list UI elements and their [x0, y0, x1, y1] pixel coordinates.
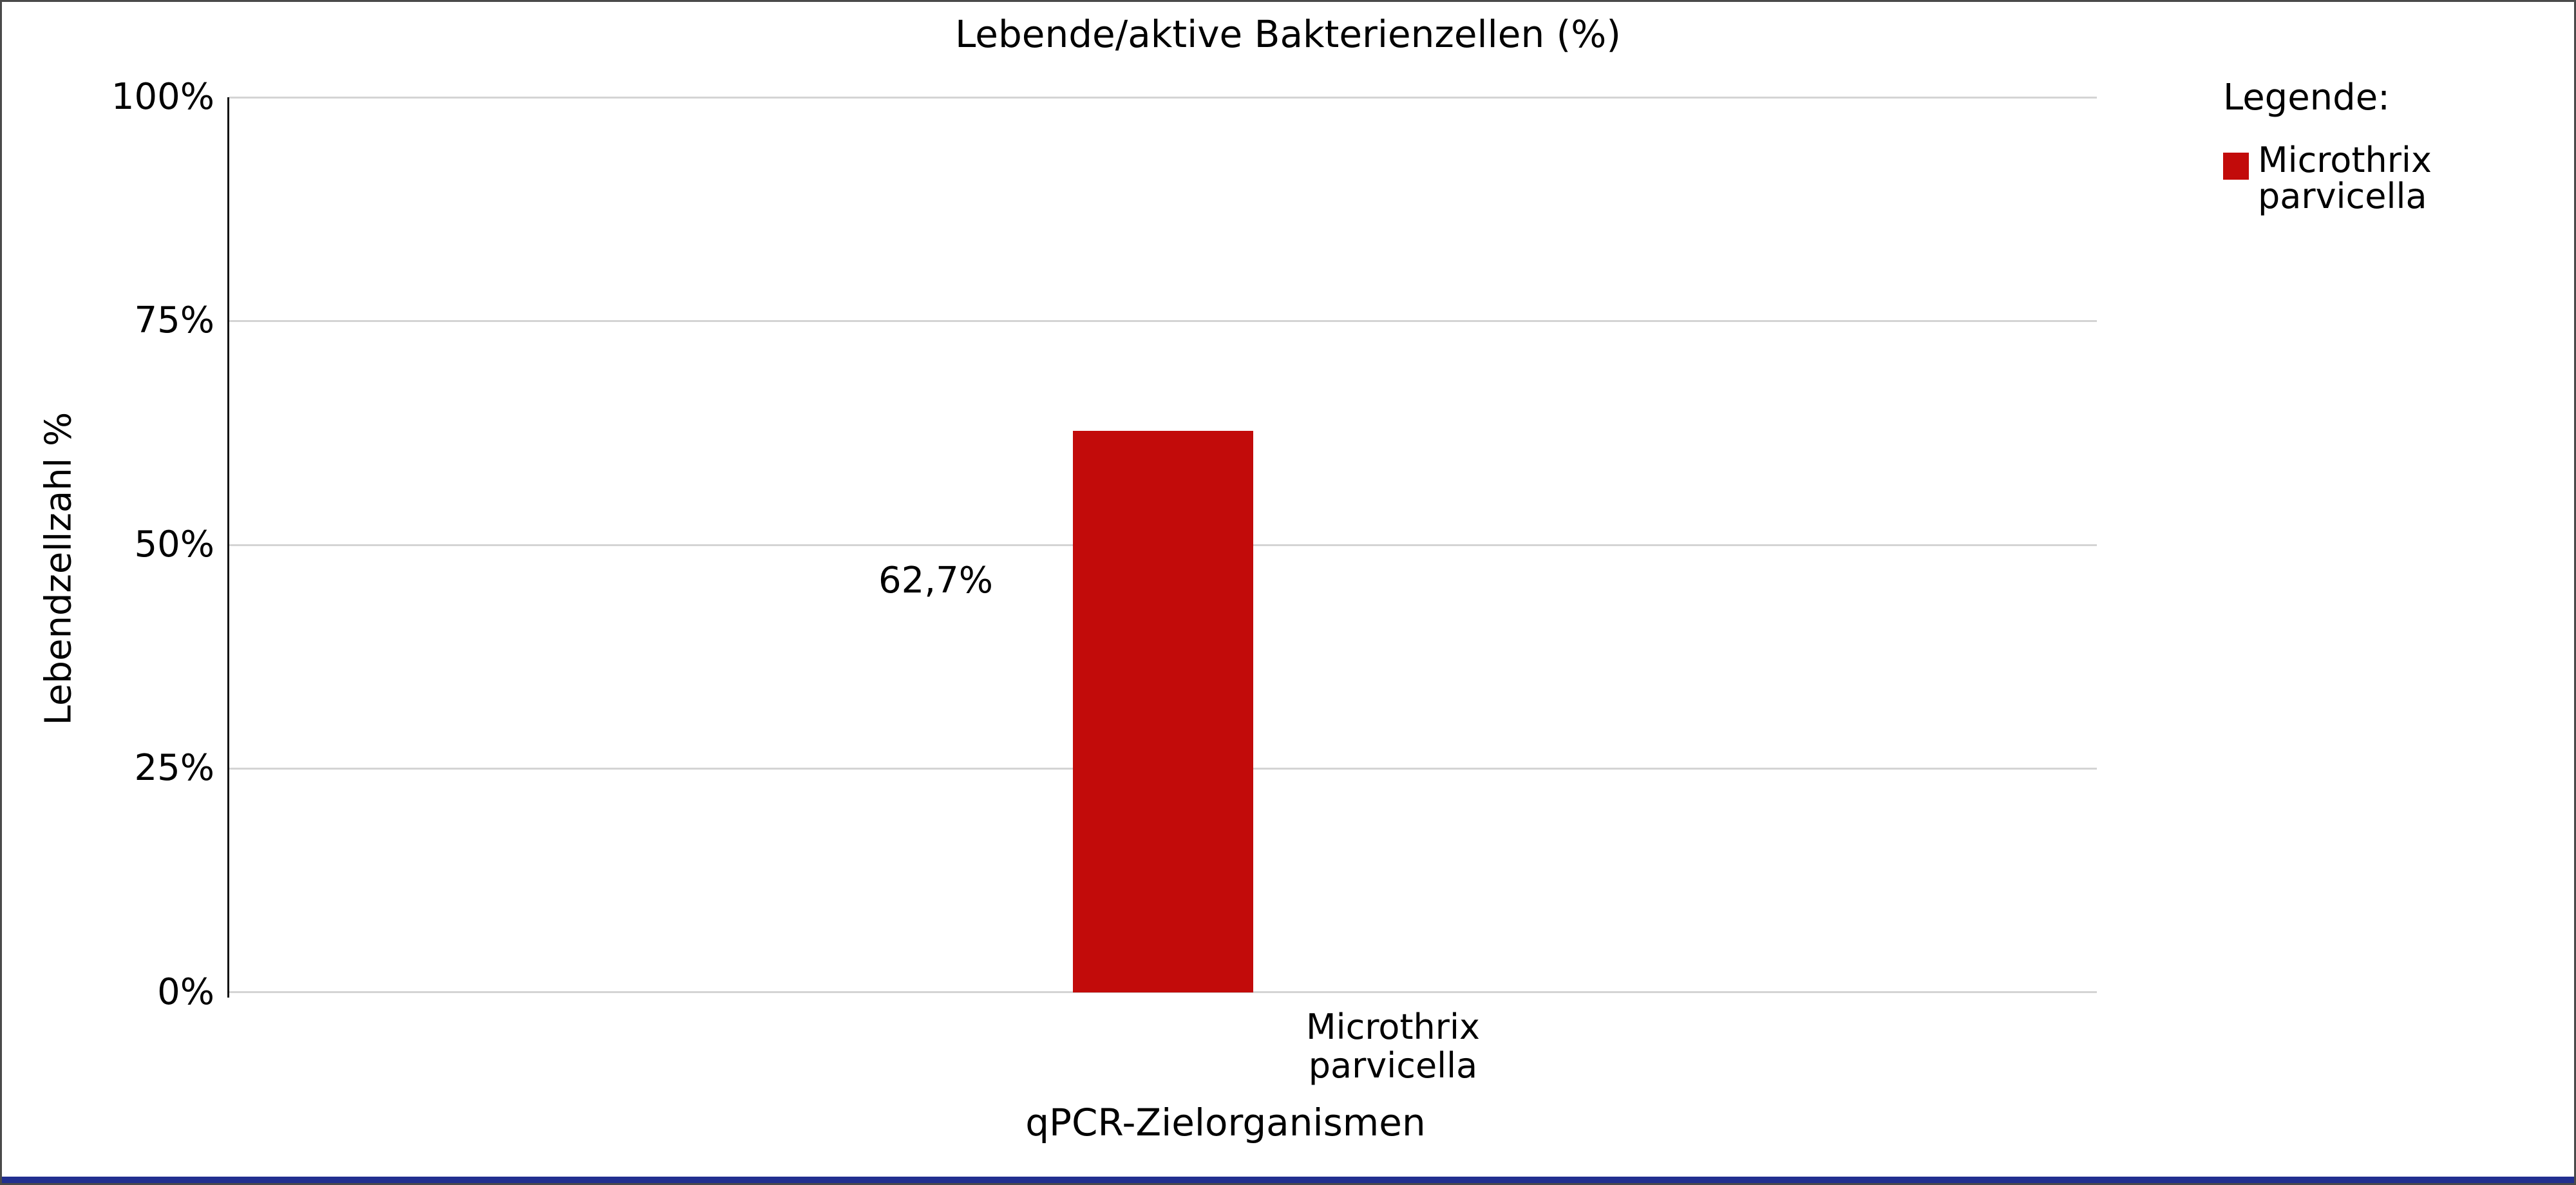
y-tick-100: 100%	[111, 76, 214, 118]
gridline-100	[229, 97, 2097, 99]
x-tick-label: Microthrix parvicella	[1306, 1007, 1480, 1086]
x-axis-title: qPCR-Zielorganismen	[1025, 1101, 1426, 1144]
legend-item: Microthrix parvicella	[2223, 142, 2532, 214]
y-axis-title: Lebendzellzahl %	[37, 412, 80, 726]
bottom-accent-strip	[2, 1177, 2574, 1183]
chart-title: Lebende/aktive Bakterienzellen (%)	[954, 12, 1622, 56]
y-tick-75: 75%	[134, 299, 214, 341]
plot-area	[227, 97, 2097, 998]
y-axis-line	[227, 992, 229, 998]
legend: Legende: Microthrix parvicella	[2223, 78, 2532, 214]
y-tick-25: 25%	[134, 747, 214, 789]
gridline-75	[229, 320, 2097, 322]
y-tick-0: 0%	[157, 971, 214, 1013]
legend-item-label: Microthrix parvicella	[2258, 140, 2432, 216]
bar-microthrix-parvicella	[1073, 431, 1253, 992]
bar-value-label: 62,7%	[878, 560, 993, 602]
legend-marker-icon	[2223, 153, 2249, 180]
legend-title: Legende:	[2223, 77, 2391, 118]
y-tick-50: 50%	[134, 524, 214, 565]
